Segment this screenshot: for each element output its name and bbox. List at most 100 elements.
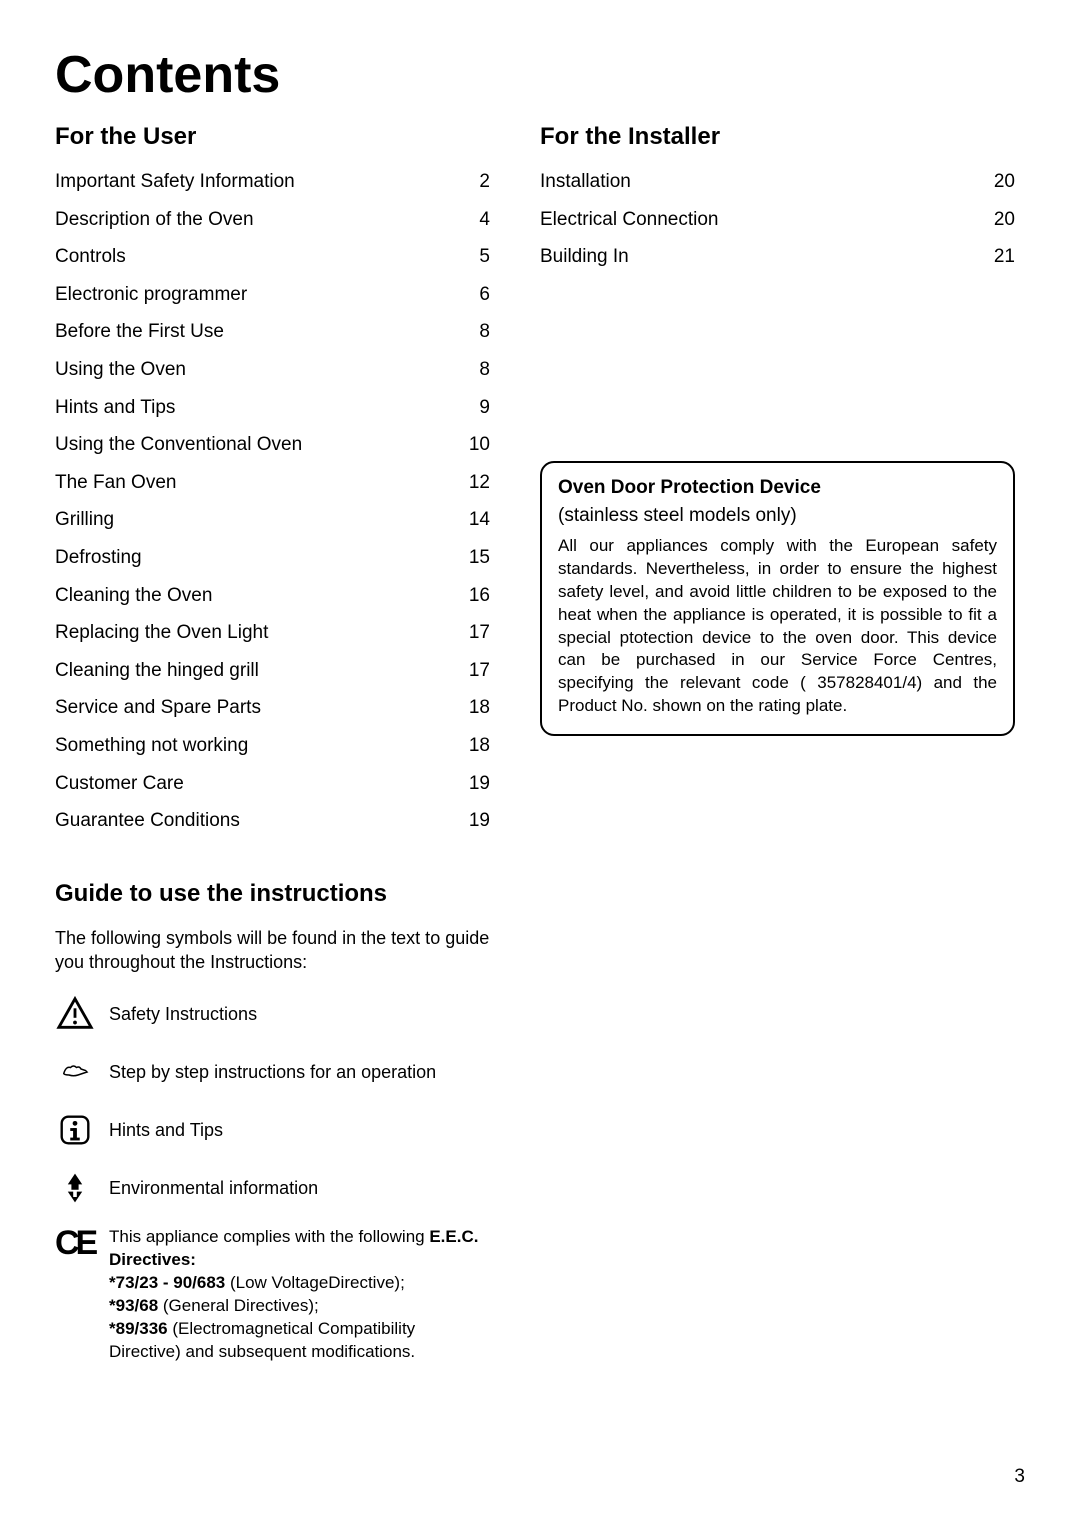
toc-row: Using the Oven 8 [55, 357, 490, 384]
toc-page: 5 [479, 244, 490, 271]
toc-row: Using the Conventional Oven 10 [55, 432, 490, 459]
toc-page: 19 [469, 771, 490, 798]
toc-label: Using the Conventional Oven [55, 432, 449, 459]
toc-page: 10 [469, 432, 490, 459]
toc-label: Using the Oven [55, 357, 459, 384]
toc-row: Replacing the Oven Light 17 [55, 620, 490, 647]
toc-row: Electronic programmer 6 [55, 282, 490, 309]
toc-row: Building In 21 [540, 244, 1015, 271]
toc-label: Electronic programmer [55, 282, 459, 309]
toc-page: 6 [479, 282, 490, 309]
directive-code: *89/336 [109, 1319, 168, 1338]
toc-row: Grilling 14 [55, 507, 490, 534]
toc-row: Cleaning the hinged grill 17 [55, 658, 490, 685]
toc-label: Installation [540, 169, 974, 196]
page-number: 3 [1014, 1466, 1025, 1488]
installer-section-heading: For the Installer [540, 123, 1015, 151]
toc-page: 12 [469, 470, 490, 497]
toc-page: 18 [469, 695, 490, 722]
toc-row: Cleaning the Oven 16 [55, 583, 490, 610]
toc-label: Building In [540, 244, 974, 271]
toc-label: Service and Spare Parts [55, 695, 449, 722]
toc-label: Cleaning the Oven [55, 583, 449, 610]
symbol-row-safety: Safety Instructions [55, 994, 490, 1034]
toc-page: 9 [479, 395, 490, 422]
toc-page: 19 [469, 808, 490, 835]
directive-code: *73/23 - 90/683 [109, 1273, 225, 1292]
symbol-row-env: Environmental information [55, 1168, 490, 1208]
toc-page: 20 [994, 169, 1015, 196]
right-column: For the Installer Installation20Electric… [540, 123, 1015, 1364]
toc-label: The Fan Oven [55, 470, 449, 497]
toc-row: Hints and Tips 9 [55, 395, 490, 422]
symbol-label: Safety Instructions [109, 1004, 257, 1025]
notice-title: Oven Door Protection Device [558, 477, 997, 499]
guide-heading: Guide to use the instructions [55, 880, 490, 908]
toc-label: Grilling [55, 507, 449, 534]
toc-label: Customer Care [55, 771, 449, 798]
contents-columns: For the User Important Safety Informatio… [55, 123, 1025, 1364]
info-icon [55, 1110, 95, 1150]
compliance-block: CE This appliance complies with the foll… [55, 1226, 490, 1364]
ce-mark-icon: CE [55, 1226, 95, 1260]
guide-intro-text: The following symbols will be found in t… [55, 926, 490, 975]
symbol-label: Environmental information [109, 1178, 318, 1199]
toc-label: Cleaning the hinged grill [55, 658, 449, 685]
installer-toc-list: Installation 20 Electrical Connection 20 Bui… [540, 169, 1015, 271]
toc-row: Customer Care 19 [55, 771, 490, 798]
toc-row: Guarantee Conditions 19 [55, 808, 490, 835]
toc-row: Electrical Connection 20 [540, 207, 1015, 234]
toc-row: Service and Spare Parts 18 [55, 695, 490, 722]
toc-label: Before the First Use [55, 319, 459, 346]
toc-row: The Fan Oven 12 [55, 470, 490, 497]
toc-row: Defrosting 15 [55, 545, 490, 572]
toc-page: 2 [479, 169, 490, 196]
toc-page: 18 [469, 733, 490, 760]
page-title: Contents [55, 45, 1025, 105]
compliance-intro: This appliance complies with the followi… [109, 1227, 429, 1246]
toc-label: Electrical Connection [540, 207, 974, 234]
toc-row: Installation 20 [540, 169, 1015, 196]
toc-page: 17 [469, 658, 490, 685]
toc-page: 16 [469, 583, 490, 610]
toc-label: Replacing the Oven Light [55, 620, 449, 647]
notice-box: Oven Door Protection Device (stainless s… [540, 461, 1015, 737]
user-section-heading: For the User [55, 123, 490, 151]
user-toc-list: Important Safety Information 2 Description… [55, 169, 490, 835]
toc-label: Description of the Oven [55, 207, 459, 234]
symbol-label: Hints and Tips [109, 1120, 223, 1141]
left-column: For the User Important Safety Informatio… [55, 123, 490, 1364]
symbol-label: Step by step instructions for an operati… [109, 1062, 436, 1083]
directive-desc: (General Directives); [158, 1296, 319, 1315]
toc-row: Something not working 18 [55, 733, 490, 760]
toc-page: 14 [469, 507, 490, 534]
toc-label: Hints and Tips [55, 395, 459, 422]
toc-page: 4 [479, 207, 490, 234]
toc-row: Controls 5 [55, 244, 490, 271]
toc-label: Important Safety Information [55, 169, 459, 196]
recycle-icon [55, 1168, 95, 1208]
compliance-text: This appliance complies with the followi… [109, 1226, 490, 1364]
warning-icon [55, 994, 95, 1034]
toc-page: 8 [479, 357, 490, 384]
toc-page: 8 [479, 319, 490, 346]
toc-page: 17 [469, 620, 490, 647]
hand-icon [55, 1052, 95, 1092]
notice-body: All our appliances comply with the Europ… [558, 535, 997, 719]
toc-label: Guarantee Conditions [55, 808, 449, 835]
toc-row: Before the First Use 8 [55, 319, 490, 346]
toc-label: Controls [55, 244, 459, 271]
toc-row: Description of the Oven 4 [55, 207, 490, 234]
directive-code: *93/68 [109, 1296, 158, 1315]
toc-page: 21 [994, 244, 1015, 271]
notice-subtitle: (stainless steel models only) [558, 505, 997, 527]
toc-page: 20 [994, 207, 1015, 234]
symbol-row-hints: Hints and Tips [55, 1110, 490, 1150]
toc-page: 15 [469, 545, 490, 572]
toc-label: Something not working [55, 733, 449, 760]
symbol-row-step: Step by step instructions for an operati… [55, 1052, 490, 1092]
directive-desc: (Low VoltageDirective); [225, 1273, 405, 1292]
guide-section: Guide to use the instructions The follow… [55, 880, 490, 1364]
toc-label: Defrosting [55, 545, 449, 572]
toc-row: Important Safety Information 2 [55, 169, 490, 196]
